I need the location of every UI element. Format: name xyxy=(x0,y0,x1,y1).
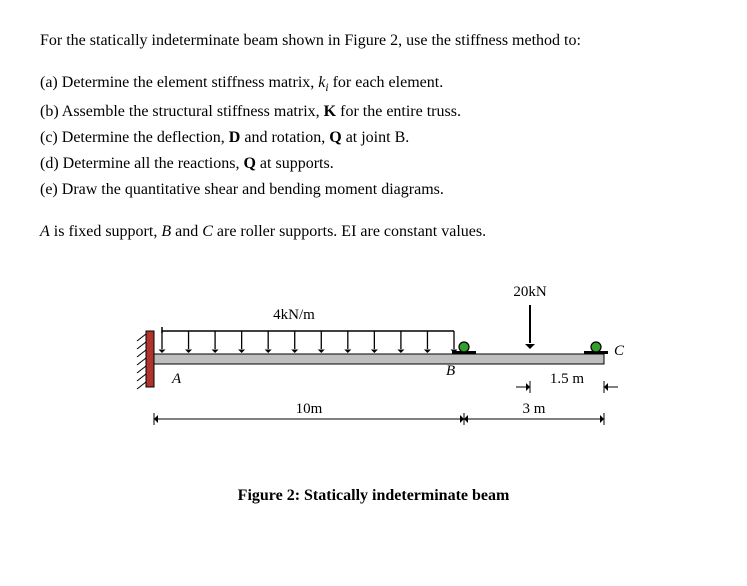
beam-diagram: 4kN/m 20kN A B C 10m 3 m1.5 m xyxy=(94,269,654,469)
item-a-pre: (a) Determine the element stiffness matr… xyxy=(40,74,318,91)
item-c-pre: (c) Determine the deflection, xyxy=(40,129,229,146)
item-d-pre: (d) Determine all the reactions, xyxy=(40,155,243,172)
note-c: C xyxy=(202,223,213,240)
item-a: (a) Determine the element stiffness matr… xyxy=(40,74,707,94)
item-b-pre: (b) Assemble the structural stiffness ma… xyxy=(40,103,324,120)
svg-text:10m: 10m xyxy=(295,401,322,417)
item-c-symbol1: D xyxy=(229,129,241,146)
svg-text:B: B xyxy=(446,363,455,379)
item-c-symbol2: Q xyxy=(329,129,341,146)
note-t2: and xyxy=(171,223,202,240)
item-e: (e) Draw the quantitative shear and bend… xyxy=(40,181,707,199)
note-b: B xyxy=(161,223,171,240)
svg-text:1.5 m: 1.5 m xyxy=(549,371,584,387)
task-list: (a) Determine the element stiffness matr… xyxy=(40,74,707,198)
svg-text:3 m: 3 m xyxy=(522,401,545,417)
figure-wrapper: 4kN/m 20kN A B C 10m 3 m1.5 m Figure 2: Static… xyxy=(40,269,707,505)
item-d-symbol: Q xyxy=(243,155,255,172)
svg-text:4kN/m: 4kN/m xyxy=(273,307,315,323)
item-c-mid: and rotation, xyxy=(240,129,329,146)
svg-text:A: A xyxy=(171,371,182,387)
svg-text:C: C xyxy=(614,343,625,359)
item-d: (d) Determine all the reactions, Q at su… xyxy=(40,155,707,173)
figure-caption: Figure 2: Statically indeterminate beam xyxy=(40,487,707,505)
note-a: A xyxy=(40,223,50,240)
item-a-post: for each element. xyxy=(329,74,444,91)
note-t3: are roller supports. EI are constant val… xyxy=(213,223,486,240)
svg-text:20kN: 20kN xyxy=(513,284,547,300)
item-b-post: for the entire truss. xyxy=(336,103,461,120)
support-note: A is fixed support, B and C are roller s… xyxy=(40,221,707,243)
item-c: (c) Determine the deflection, D and rota… xyxy=(40,129,707,147)
note-t1: is fixed support, xyxy=(50,223,162,240)
item-d-post: at supports. xyxy=(256,155,334,172)
item-b: (b) Assemble the structural stiffness ma… xyxy=(40,103,707,121)
intro-text: For the statically indeterminate beam sh… xyxy=(40,30,707,52)
item-b-symbol: K xyxy=(324,103,336,120)
item-c-post: at joint B. xyxy=(342,129,410,146)
